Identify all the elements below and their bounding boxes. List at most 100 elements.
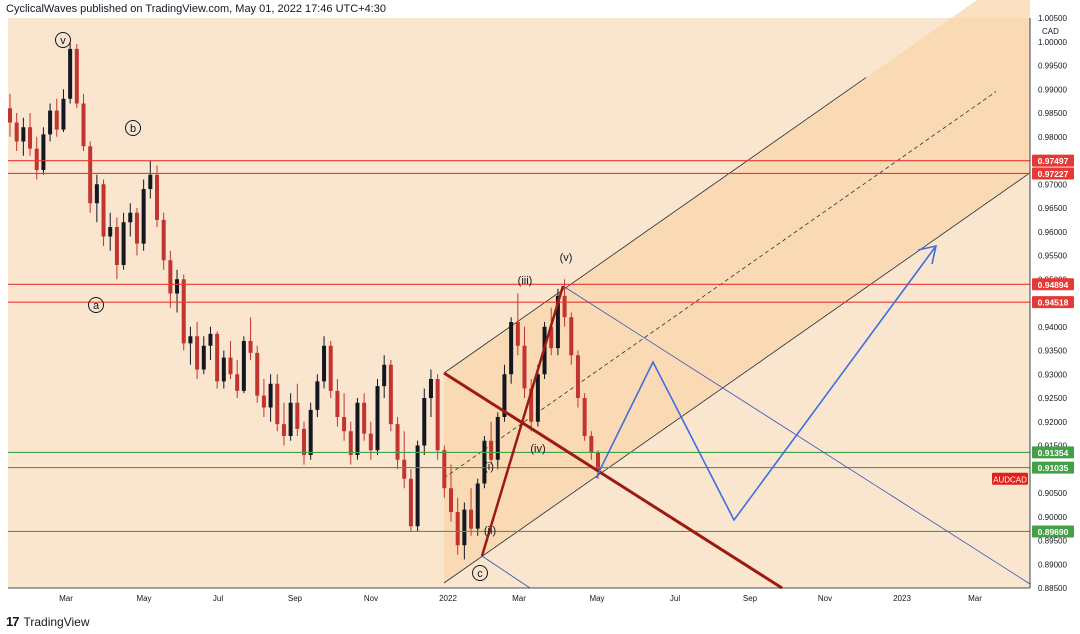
- time-tick-label: Mar: [512, 594, 526, 603]
- level-layer: [8, 160, 1030, 533]
- support-price-tag-bg: [1032, 446, 1074, 459]
- tradingview-footer[interactable]: 17 TradingView: [6, 614, 90, 629]
- candle-body: [515, 322, 520, 346]
- candle-body: [535, 374, 540, 422]
- candle-body: [275, 383, 280, 425]
- wave-label-text: (i): [484, 461, 494, 473]
- drawing-layer: [443, 244, 1031, 590]
- wave-label-text: (ii): [484, 525, 496, 537]
- candle-body: [342, 417, 347, 432]
- candle-body: [68, 48, 73, 99]
- time-tick-label: Jul: [213, 594, 223, 603]
- time-tick-label: 2023: [893, 594, 911, 603]
- candle-body: [395, 424, 400, 460]
- candle-body: [168, 260, 173, 294]
- wave-label-text: (iii): [518, 275, 533, 287]
- candle-body: [295, 402, 300, 429]
- candle-body: [28, 127, 33, 149]
- resistance-price-tag-bg: [1032, 154, 1074, 167]
- blue-lower-trend-line: [481, 555, 531, 589]
- candle-body: [596, 452, 600, 472]
- candle-body: [241, 341, 246, 391]
- price-tick-label: 0.93000: [1038, 370, 1067, 379]
- candle-body: [455, 512, 460, 546]
- wave-label: a: [88, 297, 104, 313]
- price-tick-label: 0.88500: [1038, 584, 1067, 593]
- candle-body: [368, 433, 373, 451]
- tradingview-brand: TradingView: [23, 614, 90, 629]
- candle-body: [575, 355, 580, 398]
- candle-body: [221, 357, 226, 382]
- price-tick-label: 0.89000: [1038, 560, 1067, 569]
- currency-label: CAD: [1042, 27, 1059, 36]
- support-price-tag-text: 0.91354: [1038, 448, 1069, 458]
- candle-body: [208, 333, 213, 346]
- candle-body: [582, 398, 587, 436]
- time-tick-label: Sep: [288, 594, 303, 603]
- resistance-price-tag-bg: [1032, 167, 1074, 180]
- candle-body: [88, 146, 93, 204]
- candle-body: [302, 428, 306, 455]
- wave-label-circle: [125, 120, 141, 136]
- wave-label-text: (iv): [530, 443, 545, 455]
- candle-body: [415, 445, 420, 527]
- downtrend-line: [443, 371, 783, 590]
- price-tick-label: 0.96000: [1038, 228, 1067, 237]
- price-tick-label: 0.93500: [1038, 347, 1067, 356]
- wave-label: (v): [560, 252, 573, 264]
- candle-body: [121, 222, 126, 265]
- candle-body: [442, 450, 447, 489]
- candle-layer: [8, 42, 600, 560]
- candle-body: [388, 364, 393, 425]
- candle-body: [555, 295, 560, 349]
- symbol-tag-text: AUDCAD: [993, 475, 1027, 484]
- price-tick-label: 0.92000: [1038, 418, 1067, 427]
- candle-body: [549, 326, 554, 349]
- candle-body: [482, 440, 487, 484]
- support-price-tag-bg: [1032, 461, 1074, 474]
- candle-body: [21, 127, 26, 142]
- candle-body: [235, 374, 240, 391]
- candle-body: [402, 459, 407, 479]
- price-tick-label: 0.98000: [1038, 133, 1067, 142]
- candle-body: [268, 383, 273, 408]
- candle-body: [509, 322, 514, 375]
- resistance-price-tag-text: 0.97227: [1038, 169, 1069, 179]
- time-tick-label: Sep: [743, 594, 758, 603]
- candle-body: [469, 509, 474, 529]
- candle-body: [48, 110, 53, 135]
- candle-body: [475, 483, 480, 529]
- candle-body: [428, 379, 433, 398]
- price-tick-label: 0.98500: [1038, 109, 1067, 118]
- wave-label: (iii): [518, 275, 533, 287]
- candle-body: [94, 184, 99, 204]
- wave-label: b: [125, 120, 141, 136]
- time-tick-label: Mar: [59, 594, 73, 603]
- candle-body: [348, 431, 353, 455]
- projection-path: [595, 245, 937, 522]
- candle-body: [522, 345, 527, 389]
- price-tick-label: 0.94000: [1038, 323, 1067, 332]
- price-tick-label: 0.99000: [1038, 85, 1067, 94]
- candle-body: [489, 440, 494, 460]
- price-tick-label: 0.95500: [1038, 252, 1067, 261]
- candle-body: [101, 184, 106, 237]
- candle-body: [175, 279, 180, 294]
- candle-body: [81, 103, 86, 147]
- price-tick-label: 0.99500: [1038, 62, 1067, 71]
- candle-body: [495, 417, 500, 460]
- candle-body: [41, 134, 46, 170]
- candle-body: [382, 364, 387, 387]
- support-price-tag-text: 0.89690: [1038, 527, 1069, 537]
- resistance-price-tag-text: 0.94518: [1038, 298, 1069, 308]
- candle-body: [335, 390, 340, 417]
- candle-body: [141, 189, 146, 244]
- axis-layer: 1.00500 1.00000 0.99500 0.99000 0.98500 0.980…: [8, 14, 1074, 603]
- candle-body: [74, 48, 79, 104]
- price-tick-label: 0.92500: [1038, 394, 1067, 403]
- candle-body: [435, 379, 440, 451]
- candle-body: [462, 509, 467, 546]
- candle-body: [128, 212, 133, 223]
- candle-body: [362, 402, 367, 434]
